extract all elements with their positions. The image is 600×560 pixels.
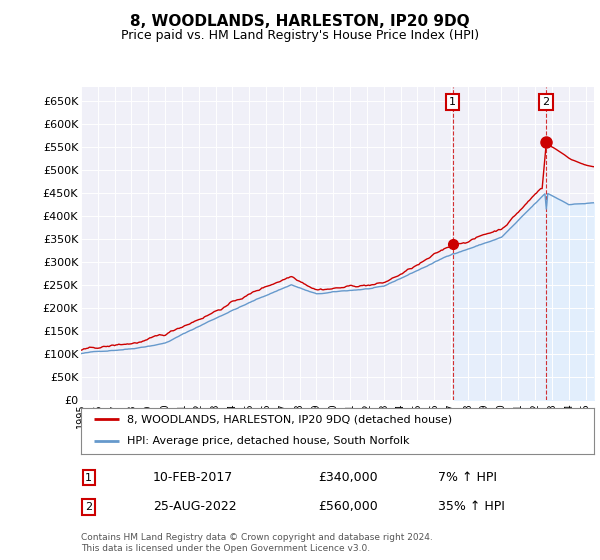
Text: 8, WOODLANDS, HARLESTON, IP20 9DQ (detached house): 8, WOODLANDS, HARLESTON, IP20 9DQ (detac… bbox=[127, 414, 452, 424]
Text: HPI: Average price, detached house, South Norfolk: HPI: Average price, detached house, Sout… bbox=[127, 436, 410, 446]
Text: £560,000: £560,000 bbox=[318, 500, 378, 514]
Text: 7% ↑ HPI: 7% ↑ HPI bbox=[438, 471, 497, 484]
Text: 1: 1 bbox=[449, 97, 456, 107]
Text: 2: 2 bbox=[85, 502, 92, 512]
Text: 2: 2 bbox=[542, 97, 550, 107]
Text: 25-AUG-2022: 25-AUG-2022 bbox=[153, 500, 236, 514]
Text: Contains HM Land Registry data © Crown copyright and database right 2024.
This d: Contains HM Land Registry data © Crown c… bbox=[81, 533, 433, 553]
Text: £340,000: £340,000 bbox=[318, 471, 377, 484]
Text: 1: 1 bbox=[85, 473, 92, 483]
Text: Price paid vs. HM Land Registry's House Price Index (HPI): Price paid vs. HM Land Registry's House … bbox=[121, 29, 479, 42]
Text: 35% ↑ HPI: 35% ↑ HPI bbox=[438, 500, 505, 514]
Text: 10-FEB-2017: 10-FEB-2017 bbox=[153, 471, 233, 484]
Text: 8, WOODLANDS, HARLESTON, IP20 9DQ: 8, WOODLANDS, HARLESTON, IP20 9DQ bbox=[130, 14, 470, 29]
